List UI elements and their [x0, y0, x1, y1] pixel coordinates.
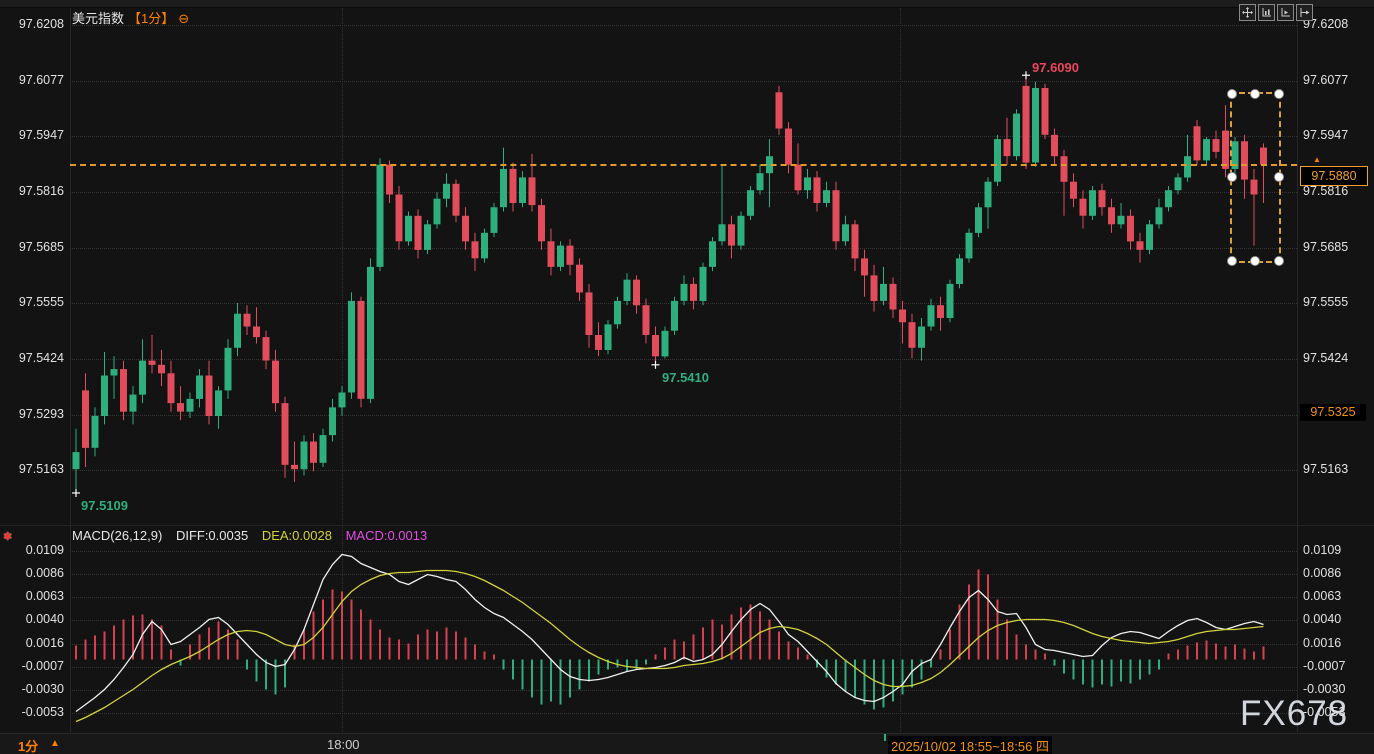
- time-gridline: [900, 8, 901, 732]
- macd-axis-label-right: 0.0040: [1303, 611, 1342, 626]
- price-axis-label-right: 97.5816: [1303, 183, 1349, 198]
- price-gridline: [70, 414, 1297, 416]
- selection-handle[interactable]: [1274, 256, 1284, 266]
- symbol-name: 美元指数: [72, 11, 125, 26]
- price-gridline: [70, 25, 1297, 26]
- selection-handle[interactable]: [1274, 172, 1284, 182]
- price-axis-label-left: 97.5555: [18, 295, 64, 310]
- high-annotation: 97.6090: [1032, 60, 1079, 75]
- macd-axis-label-right: 0.0109: [1303, 542, 1342, 557]
- price-axis-label-left: 97.5424: [18, 350, 64, 365]
- macd-dea-label: DEA:0.0028: [261, 528, 332, 543]
- axis-scale-play-icon[interactable]: [1277, 4, 1294, 21]
- plot-right-border: [1297, 8, 1298, 732]
- macd-axis-label-left: 0.0040: [25, 611, 64, 626]
- axis-auto-scale-icon[interactable]: [1258, 4, 1275, 21]
- price-gridline: [70, 136, 1297, 138]
- time-gridline: [342, 8, 343, 732]
- interval-tag[interactable]: 【1分】: [128, 11, 175, 26]
- secondary-price-tag: 97.5325: [1300, 404, 1366, 421]
- price-axis-label-right: 97.5424: [1303, 350, 1349, 365]
- selection-handle[interactable]: [1274, 89, 1284, 99]
- macd-axis-label-right: 0.0086: [1303, 565, 1342, 580]
- watermark: FX678: [1240, 694, 1349, 733]
- price-axis-label-right: 97.5947: [1303, 128, 1349, 143]
- macd-axis-label-left: 0.0109: [25, 542, 64, 557]
- macd-axis-label-right: -0.0053: [1303, 704, 1346, 719]
- session-low-annotation: 97.5109: [81, 498, 128, 513]
- selection-handle[interactable]: [1227, 172, 1237, 182]
- chart-toolbar: [1237, 4, 1313, 21]
- macd-gridline: [70, 619, 1297, 621]
- macd-gridline: [70, 596, 1297, 598]
- collapse-icon[interactable]: ⊖: [178, 11, 190, 26]
- macd-axis-label-left: 0.0063: [25, 588, 64, 603]
- price-axis-label-left: 97.5947: [18, 128, 64, 143]
- price-axis-label-right: 97.5555: [1303, 295, 1349, 310]
- low-annotation: 97.5410: [662, 370, 709, 385]
- top-strip: [0, 0, 1374, 8]
- panel-divider: [0, 525, 1374, 526]
- macd-axis-label-right: -0.0007: [1303, 658, 1346, 673]
- plot-left-border: [70, 8, 71, 732]
- macd-gridline: [70, 689, 1297, 691]
- price-gridline: [70, 80, 1297, 82]
- time-cursor-tick: [884, 734, 886, 741]
- selection-handle[interactable]: [1227, 89, 1237, 99]
- price-axis-label-left: 97.6208: [18, 17, 64, 31]
- price-axis-label-right: 97.5163: [1303, 461, 1349, 476]
- cursor-datetime-label: 2025/10/02 18:55~18:56 四: [888, 736, 1052, 754]
- time-tick-label: 18:00: [327, 737, 360, 752]
- macd-axis-label-left: 0.0016: [25, 635, 64, 650]
- price-gridline: [70, 469, 1297, 471]
- macd-axis-label-left: -0.0053: [21, 704, 64, 719]
- current-price-line: [70, 163, 1297, 166]
- price-up-arrow-icon: ▲: [1313, 154, 1321, 164]
- scroll-to-latest-icon[interactable]: [1296, 4, 1313, 21]
- macd-axis-label-right: -0.0030: [1303, 681, 1346, 696]
- macd-params-label: MACD(26,12,9): [72, 528, 163, 543]
- selection-handle[interactable]: [1250, 256, 1260, 266]
- chart-title: 美元指数 【1分】 ⊖: [72, 8, 189, 27]
- current-price-tag: 97.5880: [1300, 165, 1368, 186]
- selection-handle[interactable]: [1227, 256, 1237, 266]
- macd-diff-label: DIFF:0.0035: [175, 528, 249, 543]
- time-axis-bar[interactable]: 1分 ▲ 18:00 2025/10/02 18:55~18:56 四: [0, 733, 1374, 754]
- macd-axis-label-left: -0.0030: [21, 681, 64, 696]
- price-axis-label-left: 97.5816: [18, 183, 64, 198]
- price-axis-label-left: 97.5685: [18, 239, 64, 254]
- macd-gridline: [70, 666, 1297, 668]
- price-axis-label-right: 97.6208: [1303, 17, 1349, 31]
- macd-axis-label-left: -0.0007: [21, 658, 64, 673]
- macd-macd-label: MACD:0.0013: [345, 528, 428, 543]
- macd-gridline: [70, 712, 1297, 714]
- price-axis-label-right: 97.5685: [1303, 239, 1349, 254]
- price-gridline: [70, 191, 1297, 193]
- interval-up-arrow-icon[interactable]: ▲: [50, 738, 60, 749]
- macd-gridline: [70, 550, 1297, 552]
- macd-axis-label-right: 0.0016: [1303, 635, 1342, 650]
- price-axis-label-left: 97.5293: [18, 406, 64, 421]
- macd-gridline: [70, 573, 1297, 575]
- interval-button[interactable]: 1分: [18, 739, 39, 754]
- move-tool-icon[interactable]: [1239, 4, 1256, 21]
- price-gridline: [70, 247, 1297, 249]
- macd-axis-label-right: 0.0063: [1303, 588, 1342, 603]
- macd-header: MACD(26,12,9) DIFF:0.0035 DEA:0.0028 MAC…: [72, 528, 437, 543]
- selection-box[interactable]: [1227, 89, 1284, 266]
- selection-handle[interactable]: [1250, 89, 1260, 99]
- indicator-settings-icon[interactable]: ✱: [3, 531, 13, 543]
- price-axis-label-left: 97.5163: [18, 461, 64, 476]
- price-axis-label-right: 97.6077: [1303, 72, 1349, 87]
- price-gridline: [70, 358, 1297, 360]
- macd-axis-label-left: 0.0086: [25, 565, 64, 580]
- price-axis-label-left: 97.6077: [18, 72, 64, 87]
